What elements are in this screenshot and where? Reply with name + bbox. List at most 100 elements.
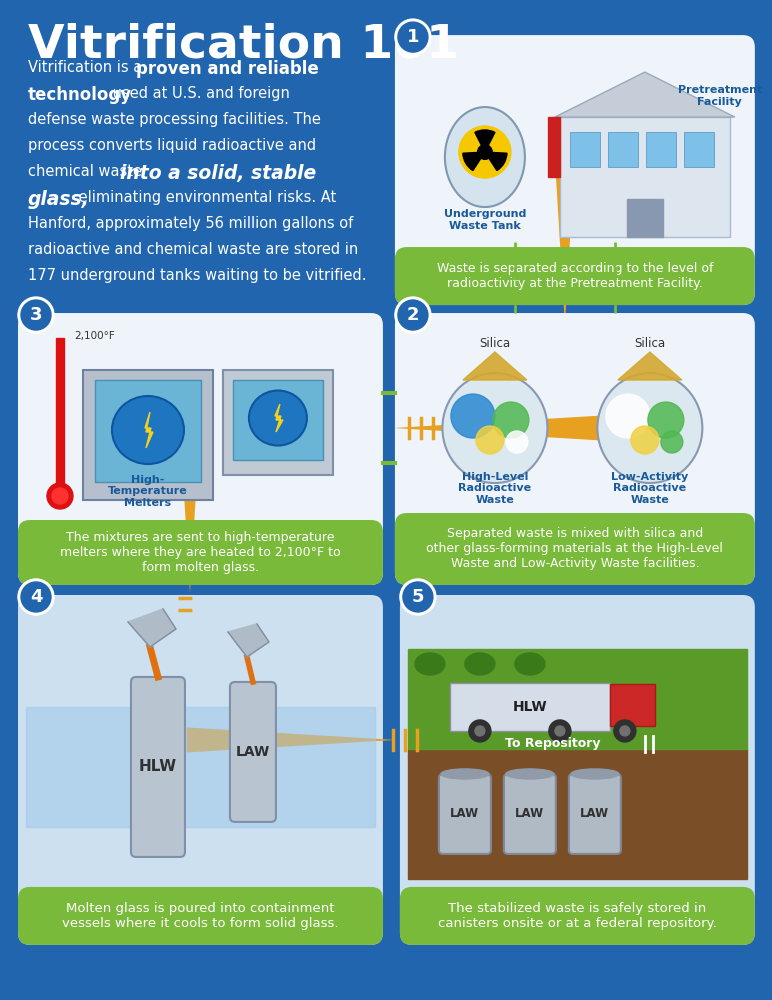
Text: Silica: Silica	[635, 337, 665, 350]
Text: Separated waste is mixed with silica and
other glass-forming materials at the Hi: Separated waste is mixed with silica and…	[426, 527, 723, 570]
Ellipse shape	[506, 769, 554, 779]
Bar	[560, 117, 730, 237]
FancyBboxPatch shape	[400, 595, 755, 945]
Polygon shape	[555, 72, 735, 117]
Text: 2,100°F: 2,100°F	[74, 331, 115, 341]
Bar	[233, 380, 323, 460]
Circle shape	[631, 426, 659, 454]
Text: into a solid, stable: into a solid, stable	[120, 164, 317, 183]
Ellipse shape	[442, 373, 547, 483]
Circle shape	[493, 402, 529, 438]
Circle shape	[549, 720, 571, 742]
Text: 2: 2	[407, 306, 419, 324]
Circle shape	[555, 726, 565, 736]
Polygon shape	[463, 352, 527, 380]
Wedge shape	[489, 152, 507, 171]
Bar	[408, 749, 747, 879]
FancyBboxPatch shape	[395, 313, 755, 585]
Text: used at U.S. and foreign: used at U.S. and foreign	[108, 86, 290, 101]
Polygon shape	[128, 609, 176, 647]
FancyBboxPatch shape	[569, 774, 621, 854]
Bar	[26, 707, 375, 827]
Bar	[95, 380, 201, 482]
Text: Low-Activity
Radioactive
Waste: Low-Activity Radioactive Waste	[611, 472, 689, 505]
Text: High-Level
Radioactive
Waste: High-Level Radioactive Waste	[459, 472, 531, 505]
Text: eliminating environmental risks. At: eliminating environmental risks. At	[74, 190, 337, 205]
Text: defense waste processing facilities. The: defense waste processing facilities. The	[28, 112, 321, 127]
FancyBboxPatch shape	[18, 313, 383, 585]
Text: 4: 4	[30, 588, 42, 606]
Bar	[684, 132, 714, 167]
Text: LAW: LAW	[581, 807, 609, 820]
Text: Molten glass is poured into containment
vessels where it cools to form solid gla: Molten glass is poured into containment …	[63, 902, 339, 930]
Text: LAW: LAW	[450, 807, 479, 820]
Text: process converts liquid radioactive and: process converts liquid radioactive and	[28, 138, 316, 153]
Text: Pretreatment
Facility: Pretreatment Facility	[678, 85, 762, 107]
FancyBboxPatch shape	[230, 682, 276, 822]
Circle shape	[478, 145, 493, 159]
Text: radioactive and chemical waste are stored in: radioactive and chemical waste are store…	[28, 242, 358, 257]
Ellipse shape	[598, 373, 703, 483]
Text: Waste is separated according to the level of
radioactivity at the Pretreatment F: Waste is separated according to the leve…	[437, 262, 713, 290]
Ellipse shape	[441, 769, 489, 779]
Circle shape	[52, 488, 68, 504]
Bar	[83, 370, 213, 500]
Circle shape	[620, 726, 630, 736]
Bar	[450, 683, 610, 731]
Bar	[56, 338, 64, 492]
Wedge shape	[463, 152, 481, 171]
Ellipse shape	[571, 769, 619, 779]
Polygon shape	[228, 624, 269, 657]
Bar	[548, 117, 560, 177]
Wedge shape	[475, 130, 495, 145]
Bar	[610, 684, 655, 726]
Text: High-
Temperature
Melters: High- Temperature Melters	[108, 475, 188, 508]
Text: The mixtures are sent to high-temperature
melters where they are heated to 2,100: The mixtures are sent to high-temperatur…	[60, 531, 340, 574]
Bar	[627, 199, 663, 237]
Bar	[608, 132, 638, 167]
Circle shape	[398, 300, 428, 330]
Text: 1: 1	[407, 28, 419, 46]
Polygon shape	[145, 412, 153, 448]
Text: glass,: glass,	[28, 190, 90, 209]
Circle shape	[403, 582, 433, 612]
FancyBboxPatch shape	[131, 677, 185, 857]
Text: HLW: HLW	[139, 759, 177, 774]
Ellipse shape	[515, 653, 545, 675]
Text: HLW: HLW	[513, 700, 547, 714]
Text: Silica: Silica	[479, 337, 510, 350]
Circle shape	[475, 726, 485, 736]
Circle shape	[606, 394, 650, 438]
Circle shape	[648, 402, 684, 438]
Text: 3: 3	[30, 306, 42, 324]
FancyBboxPatch shape	[395, 513, 755, 585]
Text: LAW: LAW	[235, 745, 270, 759]
Bar	[570, 132, 600, 167]
Text: 5: 5	[411, 588, 424, 606]
Circle shape	[661, 431, 683, 453]
Circle shape	[400, 579, 436, 615]
Circle shape	[476, 426, 504, 454]
FancyBboxPatch shape	[400, 887, 755, 945]
Circle shape	[614, 720, 636, 742]
Circle shape	[395, 19, 431, 55]
Text: technology: technology	[28, 86, 132, 104]
Text: To Repository: To Repository	[505, 737, 601, 750]
Circle shape	[395, 297, 431, 333]
Ellipse shape	[249, 391, 307, 446]
Text: chemical waste: chemical waste	[28, 164, 147, 179]
Circle shape	[21, 582, 51, 612]
FancyBboxPatch shape	[504, 774, 556, 854]
Text: Underground
Waste Tank: Underground Waste Tank	[444, 209, 526, 231]
Bar	[646, 132, 676, 167]
Circle shape	[18, 297, 54, 333]
Circle shape	[47, 483, 73, 509]
Text: proven and reliable: proven and reliable	[136, 60, 319, 78]
Text: The stabilized waste is safely stored in
canisters onsite or at a federal reposi: The stabilized waste is safely stored in…	[438, 902, 716, 930]
Circle shape	[506, 431, 528, 453]
Circle shape	[398, 22, 428, 52]
Text: LAW: LAW	[516, 807, 544, 820]
FancyBboxPatch shape	[395, 35, 755, 305]
Circle shape	[451, 394, 495, 438]
FancyBboxPatch shape	[18, 887, 383, 945]
